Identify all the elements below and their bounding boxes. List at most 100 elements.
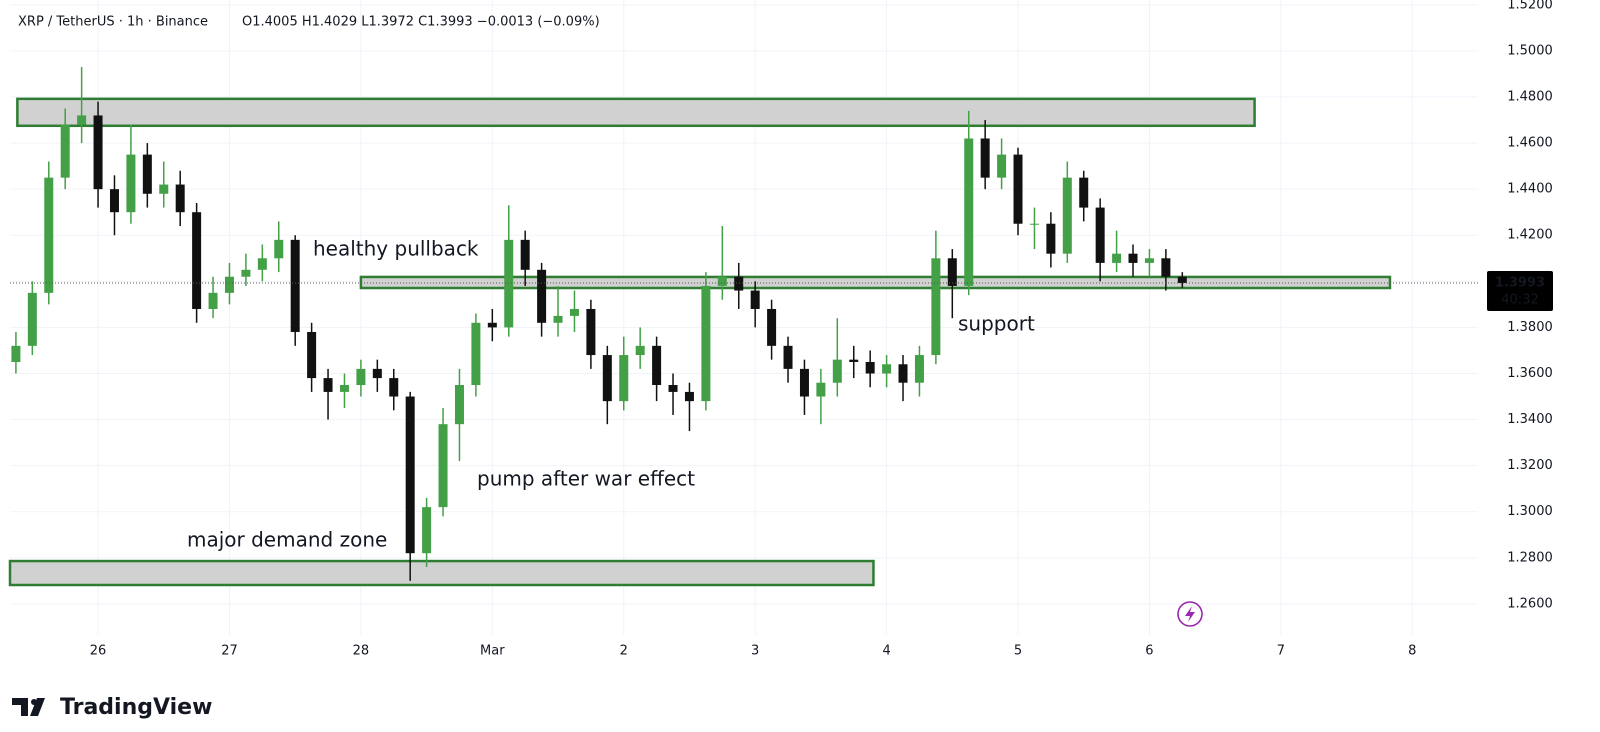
candle-body — [1046, 223, 1056, 254]
candle-body — [1029, 223, 1039, 225]
candle-body — [816, 382, 826, 397]
candle-body — [77, 115, 87, 125]
candle-body — [389, 378, 399, 397]
candle-body — [619, 355, 629, 402]
candle-body — [750, 290, 760, 309]
zone — [16, 97, 1256, 128]
candle-body — [865, 361, 875, 374]
price-tag-box — [1487, 270, 1553, 311]
candle-body — [126, 154, 136, 213]
candle-body — [734, 276, 744, 291]
candle-body — [1177, 276, 1187, 283]
candle-body — [1013, 154, 1023, 224]
candle-body — [1079, 177, 1089, 208]
candle-body — [257, 258, 267, 270]
candle-body — [717, 276, 727, 286]
y-tick-label: 1.3000 — [1507, 504, 1553, 519]
candle-body — [997, 154, 1007, 178]
candle-body — [224, 276, 234, 293]
lightning-icon — [1177, 601, 1203, 627]
brand-logo: TradingView — [12, 695, 212, 720]
grid — [10, 0, 1478, 635]
candle-body — [192, 212, 202, 309]
candle-body — [914, 355, 924, 383]
y-tick-label: 1.3800 — [1507, 320, 1553, 335]
x-tick-label: 5 — [1014, 644, 1022, 659]
zone — [359, 275, 1392, 290]
candle-body — [569, 308, 579, 316]
candle-body — [487, 322, 497, 328]
candle-body — [783, 345, 793, 369]
annotation: support — [958, 312, 1035, 336]
zones — [8, 97, 1392, 587]
candle-body — [537, 269, 547, 323]
chart-title: XRP / TetherUS · 1h · Binance — [18, 15, 208, 30]
y-tick-label: 1.3200 — [1507, 458, 1553, 473]
candle-body — [339, 385, 349, 392]
candle-body — [109, 189, 119, 213]
x-tick-label: 4 — [882, 644, 890, 659]
candle-body — [553, 315, 563, 323]
candle-body — [142, 154, 152, 194]
candle-body — [208, 292, 218, 309]
y-tick-label: 1.5000 — [1507, 43, 1553, 58]
candle-body — [980, 138, 990, 178]
x-tick-label: 27 — [221, 644, 238, 659]
candle-body — [60, 124, 70, 178]
x-tick-label: 8 — [1408, 644, 1416, 659]
candle-body — [602, 355, 612, 402]
candle-body — [1128, 253, 1138, 263]
x-tick-label: 3 — [751, 644, 759, 659]
candle-body — [832, 359, 842, 383]
countdown: 40:32 — [1501, 292, 1538, 307]
candle-body — [931, 258, 941, 356]
price-tag: 1.3993 — [1495, 275, 1545, 290]
annotation: healthy pullback — [313, 237, 479, 261]
y-tick-label: 1.4400 — [1507, 182, 1553, 197]
candle-body — [323, 378, 333, 392]
y-tick-label: 1.3600 — [1507, 366, 1553, 381]
x-tick-label: 2 — [620, 644, 628, 659]
candle-body — [44, 177, 54, 293]
y-tick-label: 1.4600 — [1507, 136, 1553, 151]
candle-body — [372, 368, 382, 379]
y-tick-label: 1.4200 — [1507, 228, 1553, 243]
candle-body — [454, 385, 464, 425]
candle-body — [849, 359, 859, 362]
ohlc-summary: O1.4005 H1.4029 L1.3972 C1.3993 −0.0013 … — [242, 15, 600, 30]
candle-body — [405, 396, 415, 554]
candle-body — [1112, 253, 1122, 263]
annotation: major demand zone — [187, 528, 387, 552]
candle-body — [422, 507, 432, 554]
x-tick-label: Mar — [480, 644, 505, 659]
candle-body — [11, 345, 21, 362]
candles — [11, 67, 1187, 581]
candle-body — [1062, 177, 1072, 254]
candle-body — [1161, 258, 1171, 277]
candle-body — [964, 138, 974, 286]
candle-body — [1144, 258, 1154, 263]
x-tick-label: 28 — [353, 644, 370, 659]
candle-body — [947, 258, 957, 286]
candle-body — [684, 391, 694, 402]
candle-body — [438, 424, 448, 508]
candle-body — [356, 368, 366, 386]
candle-body — [307, 332, 317, 379]
candle-body — [520, 239, 530, 270]
candle-body — [898, 364, 908, 383]
candle-body — [274, 239, 284, 259]
y-tick-label: 1.3400 — [1507, 412, 1553, 427]
candle-body — [175, 184, 185, 213]
candle-body — [241, 269, 251, 277]
candle-body — [290, 239, 300, 333]
labels: 1.2600 1.2800 1.3000 1.3200 1.3400 1.3600 1.38… — [10, 0, 1553, 659]
candle-body — [159, 184, 169, 194]
annotation: pump after war effect — [477, 467, 695, 491]
candle-body — [652, 345, 662, 386]
candle-body — [668, 385, 678, 392]
candle-body — [27, 292, 37, 346]
brand-name: TradingView — [60, 695, 212, 720]
zone — [8, 559, 875, 587]
candle-body — [1095, 207, 1105, 263]
